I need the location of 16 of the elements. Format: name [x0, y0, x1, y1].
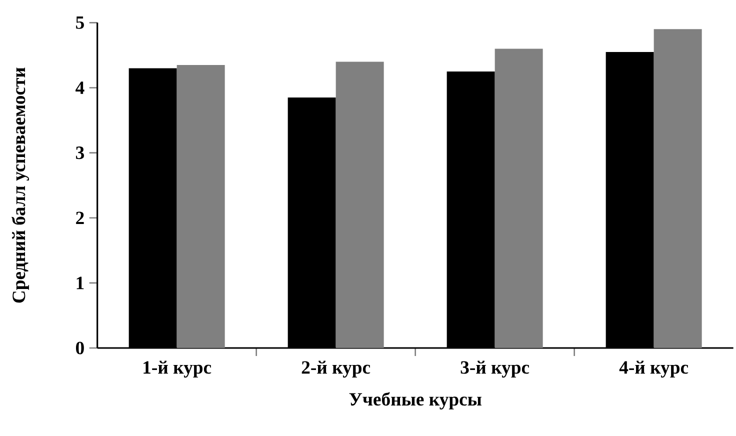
x-tick-label: 1-й курс — [144, 360, 212, 378]
x-tick-label: 2-й курс — [302, 360, 370, 378]
y-tick-label: 0 — [76, 342, 84, 354]
bar — [654, 29, 702, 348]
y-tick-label: 4 — [76, 82, 84, 94]
bar — [176, 64, 225, 348]
y-tick-label: 1 — [76, 276, 84, 290]
bar — [336, 62, 384, 348]
bar — [494, 48, 543, 348]
x-tick-label: 3-й курс — [460, 360, 530, 378]
y-axis-title: Средний балл успеваемости — [12, 68, 30, 303]
x-tick-label: 4-й курс — [619, 360, 688, 378]
y-tick-label: 3 — [76, 146, 84, 160]
x-axis-title: Учебные курсы — [349, 392, 482, 410]
y-tick-label: 2 — [76, 212, 84, 224]
y-tick-label: 5 — [76, 16, 84, 29]
